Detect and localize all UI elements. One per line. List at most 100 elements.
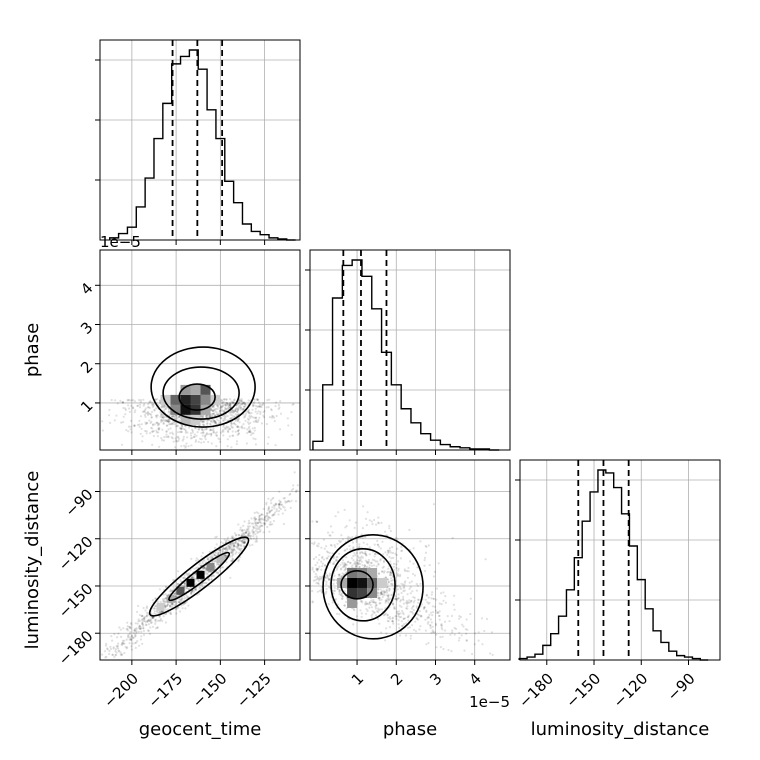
scatter-point (145, 624, 148, 627)
scatter-point (377, 516, 380, 519)
scatter-point (388, 547, 391, 550)
scatter-point (239, 526, 242, 529)
scatter-point (416, 613, 419, 616)
scatter-point (205, 581, 208, 585)
scatter-point (214, 420, 217, 424)
scatter-point (331, 531, 334, 534)
scatter-point (114, 399, 117, 402)
scatter-point (395, 566, 398, 570)
scatter-point (215, 563, 219, 566)
scatter-point (256, 420, 259, 423)
scatter-point (130, 404, 133, 407)
scatter-point (130, 645, 133, 648)
scatter-point (189, 586, 192, 589)
scatter-point (258, 405, 261, 408)
scatter-point (214, 536, 217, 539)
scatter-point (178, 601, 181, 604)
scatter-point (405, 602, 409, 605)
scatter-point (160, 412, 163, 415)
scatter-point (383, 592, 386, 595)
scatter-point (229, 547, 232, 551)
scatter-point (328, 578, 331, 581)
scatter-point (314, 564, 317, 567)
scatter-point (251, 530, 254, 533)
scatter-point (489, 652, 492, 655)
density-cell (156, 602, 165, 611)
scatter-point (159, 415, 162, 418)
scatter-point (111, 653, 114, 656)
scatter-point (167, 420, 170, 423)
scatter-point (386, 594, 389, 597)
scatter-point (231, 401, 235, 404)
scatter-point (215, 431, 218, 434)
scatter-point (232, 536, 235, 539)
scatter-point (181, 607, 184, 610)
scatter-point (370, 520, 373, 523)
scatter-point (150, 420, 153, 423)
scatter-point (184, 446, 187, 449)
scatter-point (144, 408, 147, 412)
scatter-point (277, 510, 281, 513)
scatter-point (295, 489, 298, 492)
contour-1 (168, 551, 231, 602)
scatter-point (399, 600, 402, 603)
scatter-point (181, 597, 184, 600)
scatter-point (426, 622, 429, 625)
scatter-point (403, 583, 406, 587)
scatter-point (209, 422, 212, 425)
scatter-point (207, 556, 210, 559)
scatter-point (354, 521, 357, 524)
scatter-point (385, 632, 388, 635)
scatter-point (154, 613, 157, 616)
scatter-point (201, 562, 204, 565)
scatter-point (206, 414, 209, 417)
scatter-point (219, 409, 222, 412)
scatter-point (149, 619, 153, 622)
scatter-point (274, 405, 277, 408)
scatter-point (201, 416, 204, 419)
scatter-point (245, 528, 249, 531)
scatter-point (384, 599, 387, 602)
scatter-point (326, 574, 329, 577)
scatter-point (324, 575, 327, 579)
scatter-point (241, 539, 244, 543)
scatter-point (169, 422, 173, 425)
scatter-point (231, 553, 234, 557)
scatter-point (146, 620, 149, 623)
scatter-point (447, 648, 450, 652)
scatter-point (129, 428, 132, 431)
scatter-point (432, 597, 436, 600)
scatter-point (115, 414, 118, 417)
scatter-point (162, 615, 165, 618)
scatter-point (344, 600, 348, 604)
scatter-point (210, 415, 214, 418)
scatter-point (171, 423, 174, 426)
scatter-point (173, 415, 176, 419)
scatter-point (212, 412, 215, 415)
scatter-point (415, 605, 418, 608)
scatter-point (430, 631, 433, 635)
scatter-point (386, 619, 389, 623)
scatter-point (333, 574, 336, 577)
scatter-point (399, 598, 402, 602)
scatter-point (340, 567, 343, 570)
scatter-point (463, 649, 466, 652)
scatter-point (237, 539, 241, 543)
scatter-point (425, 594, 429, 597)
scatter-point (418, 628, 421, 631)
scatter-point (115, 644, 118, 648)
scatter-point (197, 428, 201, 431)
scatter-point (140, 427, 143, 430)
scatter-point (453, 594, 456, 597)
scatter-point (387, 567, 390, 570)
scatter-point (226, 402, 229, 405)
scatter-point (188, 426, 191, 429)
scatter-point (225, 402, 228, 405)
scatter-point (431, 629, 434, 632)
scatter-point (256, 405, 259, 408)
scatter-point (424, 544, 427, 548)
scatter-point (244, 403, 247, 406)
scatter-point (348, 548, 352, 551)
scatter-point (377, 594, 380, 597)
scatter-point (251, 432, 254, 435)
